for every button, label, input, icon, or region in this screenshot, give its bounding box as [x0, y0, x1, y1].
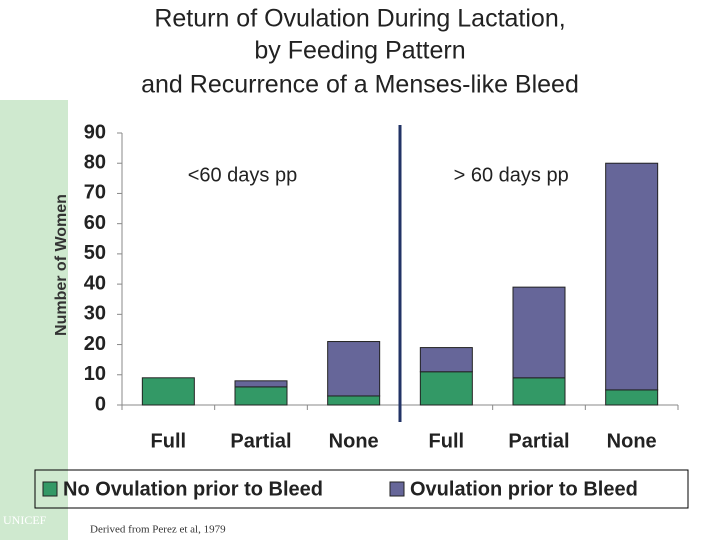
x-tick-label: Partial [508, 430, 569, 452]
y-tick-label: 20 [84, 333, 106, 355]
x-tick-label: Full [429, 430, 465, 452]
legend-label: No Ovulation prior to Bleed [63, 478, 323, 500]
x-tick-label: None [607, 430, 657, 452]
legend-box [34, 469, 689, 509]
legend-swatch [42, 481, 58, 497]
legend-swatch [389, 481, 405, 497]
y-tick-label: 10 [84, 363, 106, 385]
bar-segment [234, 380, 288, 388]
x-tick-label: Full [151, 430, 187, 452]
bar-segment [605, 389, 659, 406]
side-strip [0, 100, 68, 540]
x-tick-label: Partial [230, 430, 291, 452]
y-axis-label: Number of Women [53, 194, 70, 336]
bar-segment [234, 386, 288, 406]
bar-segment [419, 371, 473, 406]
annotation: <60 days pp [188, 164, 298, 186]
y-tick-label: 50 [84, 242, 106, 264]
bar-segment [141, 377, 195, 406]
title-line: by Feeding Pattern [254, 37, 465, 65]
bar-segment [419, 347, 473, 373]
annotation: > 60 days pp [454, 164, 569, 186]
y-tick-label: 40 [84, 272, 106, 294]
y-tick-label: 30 [84, 303, 106, 325]
bar-segment [512, 377, 566, 406]
bar-segment [512, 286, 566, 379]
bar-segment [605, 162, 659, 391]
legend-label: Ovulation prior to Bleed [410, 478, 638, 500]
y-tick-label: 80 [84, 152, 106, 174]
x-tick-label: None [329, 430, 379, 452]
organization: UNICEF [3, 513, 47, 527]
y-tick-label: 0 [95, 393, 106, 415]
source: Derived from Perez et al, 1979 [90, 524, 226, 536]
title-line: Return of Ovulation During Lactation, [154, 5, 565, 33]
y-tick-label: 90 [84, 121, 106, 143]
bar-segment [327, 341, 381, 397]
y-tick-label: 70 [84, 182, 106, 204]
bar-segment [327, 395, 381, 406]
title-line: and Recurrence of a Menses-like Bleed [141, 71, 579, 99]
y-tick-label: 60 [84, 212, 106, 234]
